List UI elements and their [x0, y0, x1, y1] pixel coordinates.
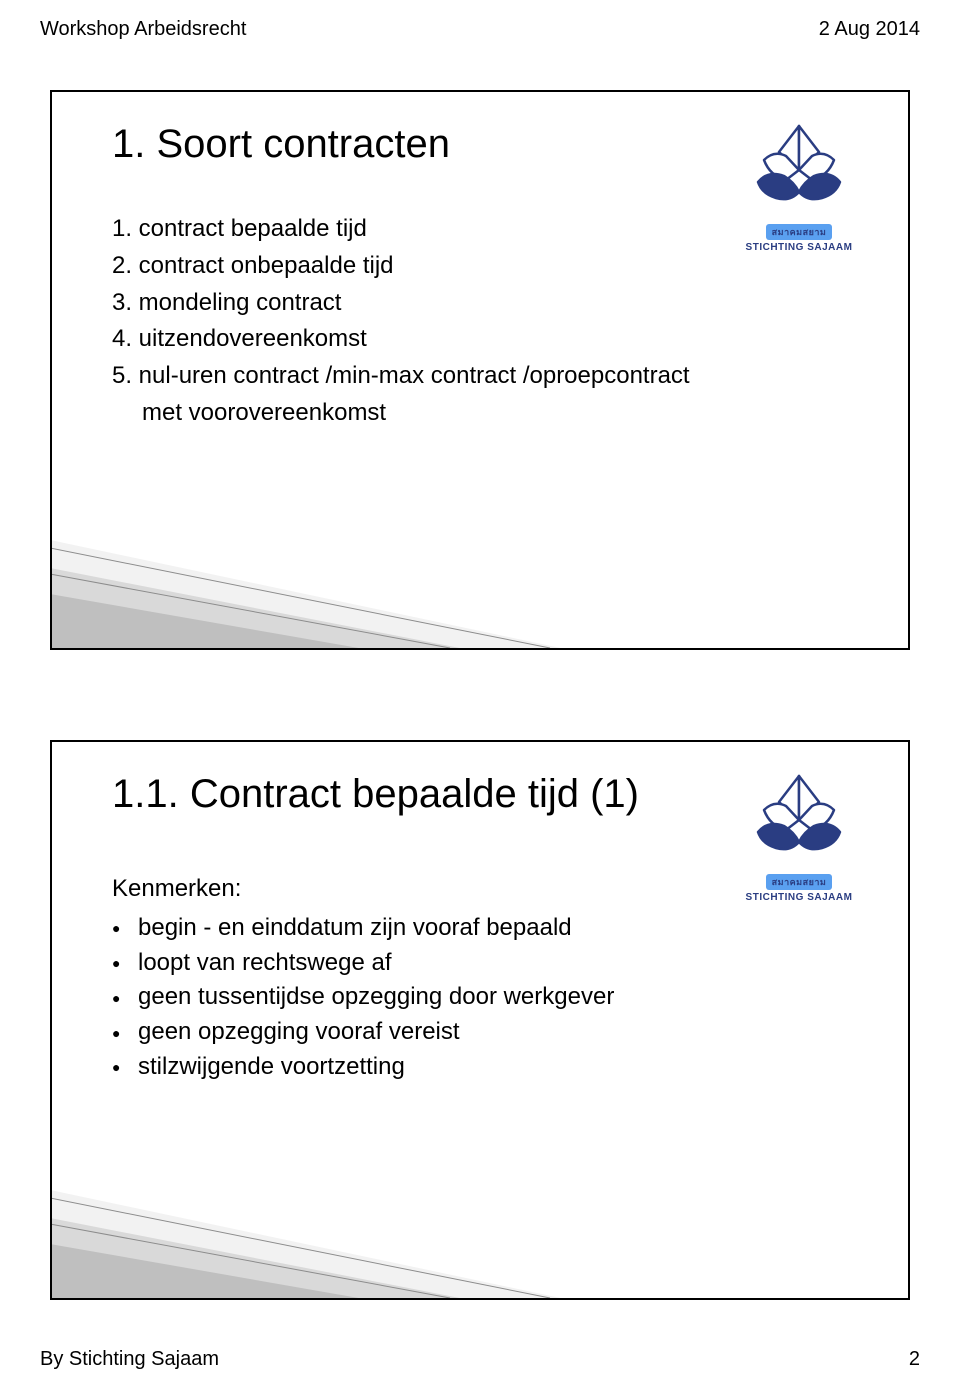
- logo: สมาคมสยาม STICHTING SAJAAM: [734, 770, 864, 903]
- logo-tag-bottom: STICHTING SAJAAM: [746, 242, 853, 253]
- list-item: 4. uitzendovereenkomst: [112, 322, 690, 357]
- list-item: 5. nul-uren contract /min-max contract /…: [112, 359, 690, 394]
- corner-decor-icon: [50, 530, 570, 650]
- footer-left: By Stichting Sajaam: [40, 1348, 219, 1371]
- list-item: geen opzegging vooraf vereist: [112, 1015, 614, 1050]
- list-item: begin - en einddatum zijn vooraf bepaald: [112, 911, 614, 946]
- list-item-cont: met voorovereenkomst: [112, 396, 690, 431]
- slide-2-title: 1.1. Contract bepaalde tijd (1): [112, 772, 639, 817]
- header-left: Workshop Arbeidsrecht: [40, 18, 246, 41]
- slide-2: สมาคมสยาม STICHTING SAJAAM 1.1. Contract…: [50, 740, 910, 1300]
- logo-caption: สมาคมสยาม STICHTING SAJAAM: [734, 224, 864, 253]
- logo-tag-top: สมาคมสยาม: [766, 874, 833, 890]
- list-item: 2. contract onbepaalde tijd: [112, 249, 690, 284]
- logo-caption: สมาคมสยาม STICHTING SAJAAM: [734, 874, 864, 903]
- logo-tag-bottom: STICHTING SAJAAM: [746, 892, 853, 903]
- list-item: stilzwijgende voortzetting: [112, 1050, 614, 1085]
- slide-1-list: 1. contract bepaalde tijd 2. contract on…: [112, 212, 690, 433]
- slide-2-lead: Kenmerken:: [112, 872, 614, 907]
- list-item: geen tussentijdse opzegging door werkgev…: [112, 980, 614, 1015]
- logo: สมาคมสยาม STICHTING SAJAAM: [734, 120, 864, 253]
- list-item: 3. mondeling contract: [112, 286, 690, 321]
- slide-1: สมาคมสยาม STICHTING SAJAAM 1. Soort cont…: [50, 90, 910, 650]
- slide-2-bullets: begin - en einddatum zijn vooraf bepaald…: [112, 911, 614, 1085]
- header-right: 2 Aug 2014: [819, 18, 920, 41]
- slide-2-body: Kenmerken: begin - en einddatum zijn voo…: [112, 872, 614, 1085]
- logo-tag-top: สมาคมสยาม: [766, 224, 833, 240]
- list-item: loopt van rechtswege af: [112, 946, 614, 981]
- corner-decor-icon: [50, 1180, 570, 1300]
- slide-1-title: 1. Soort contracten: [112, 122, 450, 167]
- lotus-hands-icon: [744, 770, 854, 870]
- footer-right: 2: [909, 1348, 920, 1371]
- lotus-hands-icon: [744, 120, 854, 220]
- list-item: 1. contract bepaalde tijd: [112, 212, 690, 247]
